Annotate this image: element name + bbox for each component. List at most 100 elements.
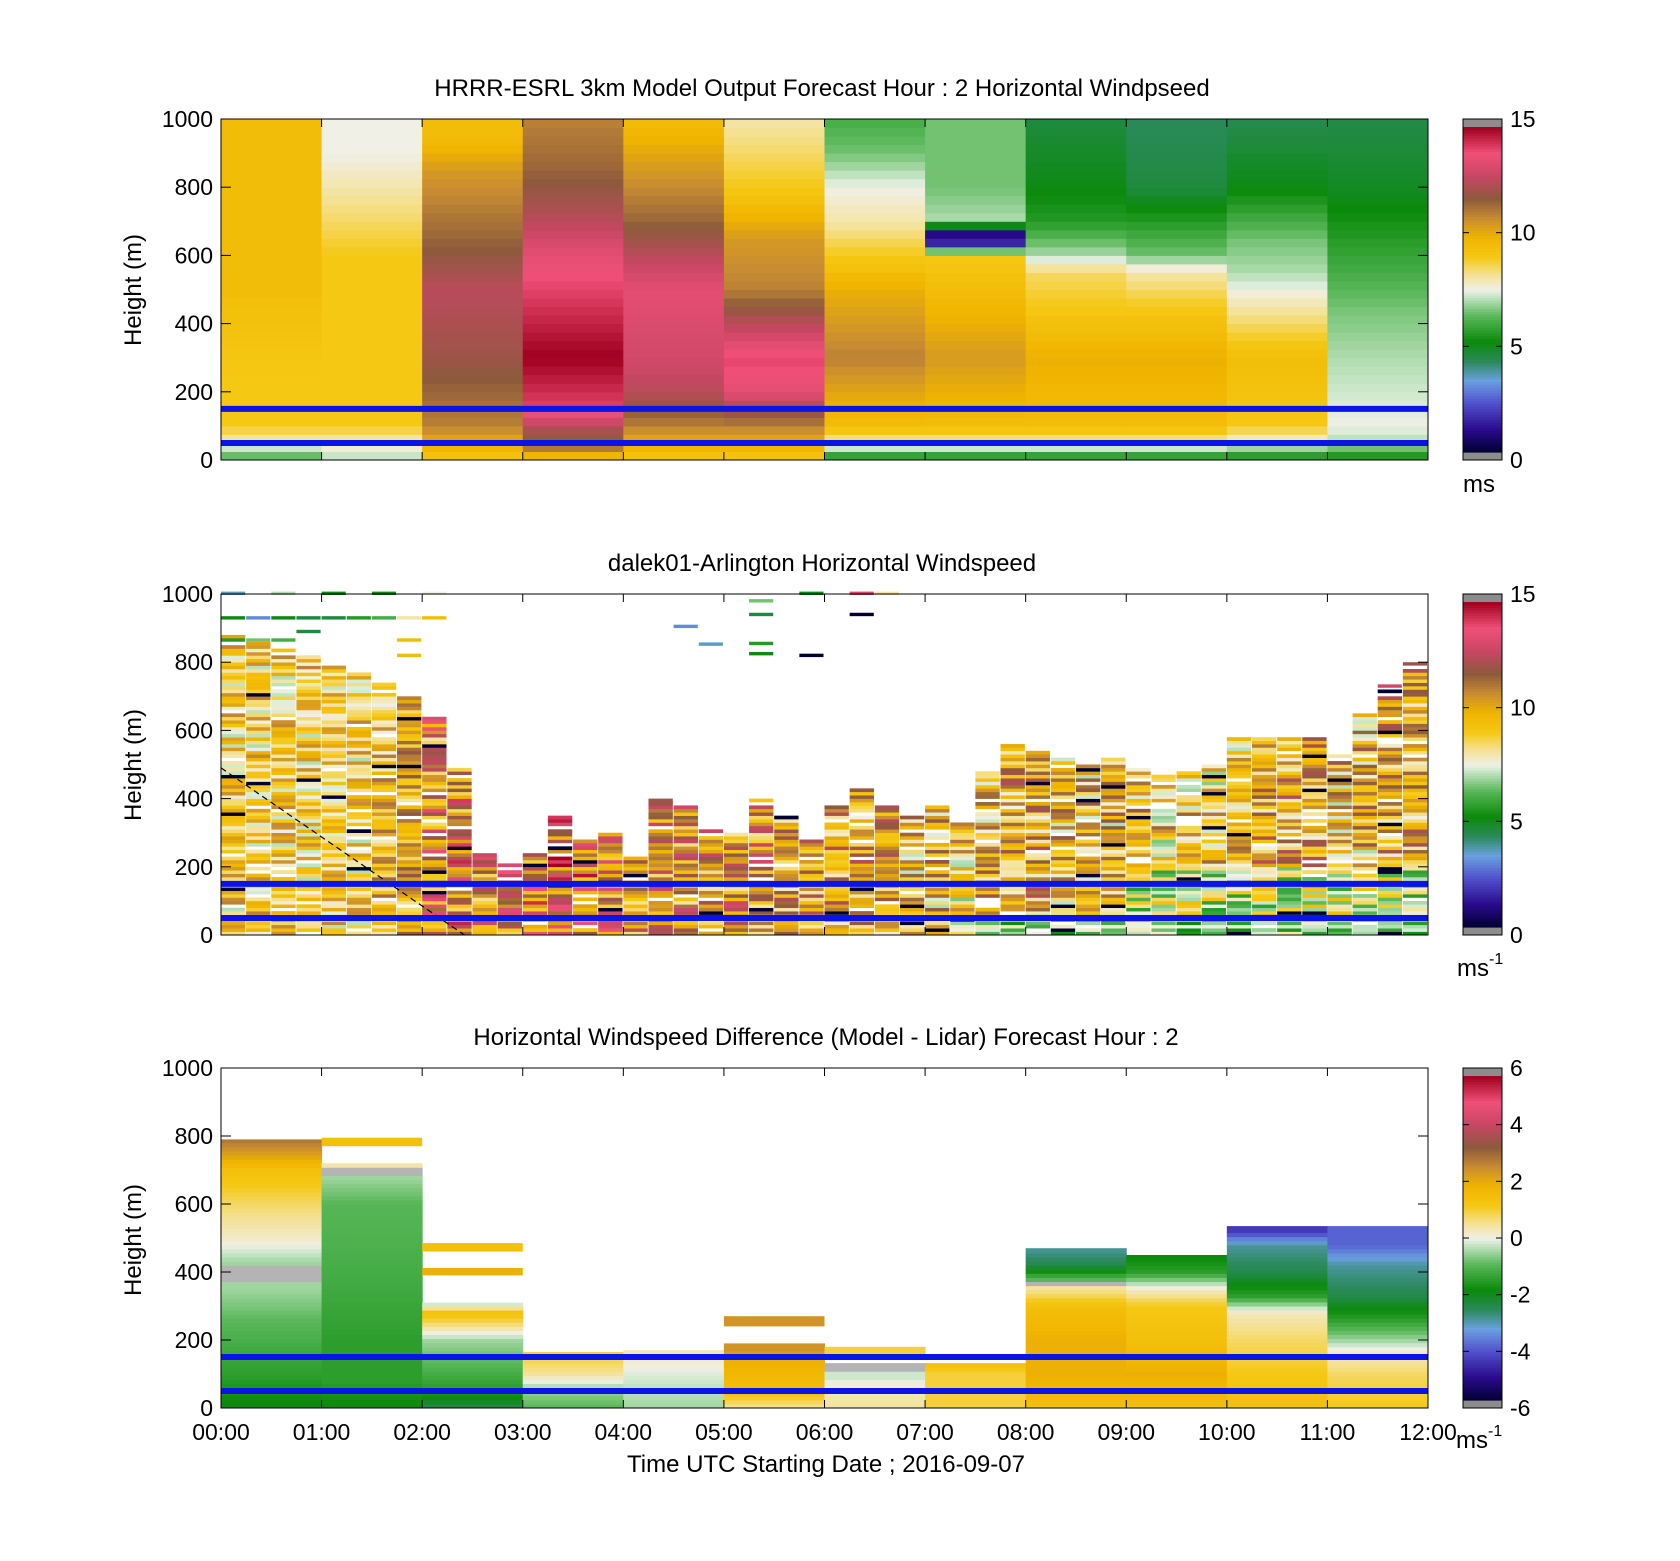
heatmap-cell	[1025, 815, 1051, 820]
heatmap-cell	[246, 692, 271, 697]
heatmap-cell	[1151, 866, 1176, 871]
heatmap-cell	[1226, 1363, 1328, 1368]
heatmap-cell	[598, 832, 623, 837]
colorbar-band	[1463, 370, 1502, 375]
heatmap-cell	[497, 894, 522, 898]
heatmap-cell	[1176, 870, 1201, 874]
heatmap-cell	[522, 1371, 624, 1376]
heatmap-cell	[1201, 931, 1227, 936]
heatmap-cell	[346, 924, 372, 929]
heatmap-cell	[673, 832, 698, 837]
heatmap-cell	[296, 853, 321, 857]
heatmap-cell	[422, 357, 524, 367]
heatmap-cell	[874, 842, 900, 847]
heatmap-cell	[673, 815, 698, 820]
panel-lidar-ylabel: Height (m)	[120, 709, 147, 821]
heatmap-cell	[1226, 1252, 1328, 1258]
heatmap-cell	[422, 750, 447, 755]
heatmap-cell	[1377, 863, 1403, 868]
heatmap-cell	[1025, 750, 1051, 755]
heatmap-cell	[925, 425, 1027, 435]
heatmap-cell	[447, 863, 472, 868]
heatmap-cell	[1402, 907, 1428, 912]
heatmap-cell	[522, 1399, 624, 1405]
colorbar-band	[1463, 1170, 1502, 1174]
heatmap-cell	[221, 400, 323, 410]
heatmap-cell	[899, 877, 925, 881]
heatmap-cell	[1277, 812, 1302, 816]
heatmap-cell	[321, 897, 346, 902]
heatmap-cell	[1377, 805, 1403, 810]
heatmap-cell	[1201, 846, 1227, 851]
heatmap-cell	[497, 897, 522, 902]
heatmap-cell	[221, 829, 246, 833]
heatmap-cell	[321, 1322, 423, 1327]
colorbar-band	[1463, 1335, 1502, 1339]
heatmap-cell	[221, 825, 246, 830]
heatmap-cell	[1025, 805, 1051, 810]
heatmap-cell	[1352, 737, 1377, 741]
heatmap-cell	[1126, 374, 1228, 384]
heatmap-cell	[1126, 1379, 1228, 1385]
heatmap-cell	[1000, 856, 1025, 861]
heatmap-cell	[824, 900, 849, 905]
heatmap-cell	[422, 890, 447, 895]
heatmap-cell	[1402, 846, 1428, 851]
heatmap-cell	[1126, 255, 1228, 265]
heatmap-cell	[648, 900, 673, 905]
heatmap-cell	[1327, 778, 1352, 782]
heatmap-cell	[1402, 856, 1428, 861]
heatmap-cell	[296, 822, 321, 827]
heatmap-cell	[447, 791, 472, 796]
heatmap-cell	[673, 928, 698, 932]
heatmap-cell	[1377, 767, 1403, 772]
heatmap-cell	[321, 726, 346, 731]
heatmap-cell	[1226, 1228, 1328, 1234]
heatmap-cell	[1251, 808, 1277, 813]
heatmap-cell	[246, 795, 271, 799]
heatmap-cell	[422, 298, 524, 308]
heatmap-cell	[371, 709, 397, 714]
heatmap-cell	[623, 1403, 725, 1409]
heatmap-cell	[221, 849, 246, 854]
heatmap-cell	[1402, 808, 1428, 813]
heatmap-cell	[296, 754, 321, 758]
heatmap-cell	[271, 784, 296, 789]
heatmap-cell	[1352, 733, 1377, 738]
heatmap-cell	[221, 740, 246, 745]
heatmap-cell	[346, 788, 372, 793]
heatmap-cell	[899, 887, 925, 891]
heatmap-cell	[1402, 767, 1428, 772]
heatmap-cell	[522, 195, 624, 205]
heatmap-cell	[271, 887, 296, 891]
heatmap-cell	[1226, 870, 1252, 874]
heatmap-cell	[1226, 323, 1328, 333]
heatmap-cell	[497, 887, 522, 891]
heatmap-cell	[321, 764, 346, 769]
heatmap-cell	[1302, 805, 1327, 810]
colorbar-band	[1463, 815, 1502, 820]
heatmap-cell	[321, 255, 423, 265]
colorbar-band	[1463, 878, 1502, 882]
heatmap-cell	[774, 859, 799, 864]
heatmap-cell	[1226, 866, 1252, 871]
heatmap-cell	[1352, 774, 1377, 779]
heatmap-cell	[1075, 866, 1101, 871]
heatmap-cell	[723, 434, 825, 444]
heatmap-cell	[1251, 778, 1277, 782]
heatmap-cell	[1151, 836, 1176, 840]
heatmap-cell	[1226, 153, 1328, 163]
heatmap-cell	[1025, 1277, 1127, 1283]
heatmap-cell	[1126, 897, 1151, 902]
heatmap-cell	[824, 812, 849, 816]
heatmap-cell	[221, 699, 246, 704]
x-tick-label: 00:00	[192, 1419, 250, 1445]
heatmap-cell	[1352, 863, 1377, 868]
heatmap-cell	[950, 842, 975, 847]
heatmap-cell	[1176, 795, 1201, 799]
heatmap-speck	[271, 638, 296, 642]
heatmap-cell	[1402, 788, 1428, 793]
heatmap-cell	[422, 1395, 524, 1401]
heatmap-cell	[925, 280, 1027, 290]
heatmap-cell	[296, 815, 321, 820]
